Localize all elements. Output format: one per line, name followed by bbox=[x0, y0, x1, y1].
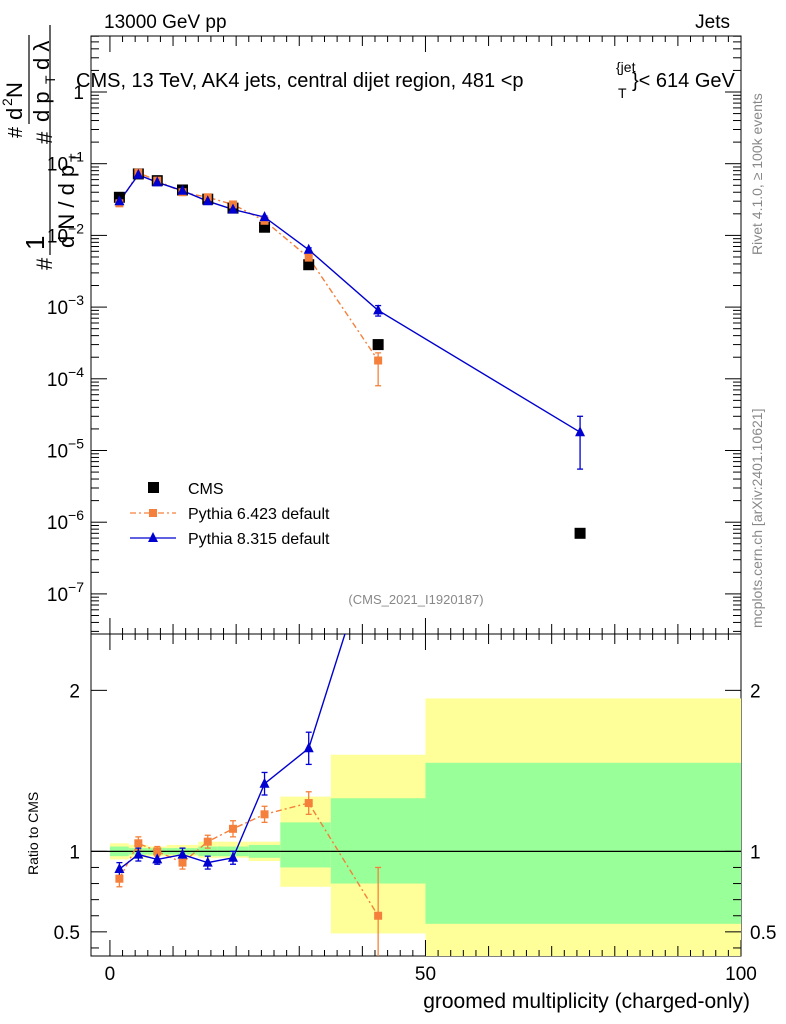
svg-text:T: T bbox=[67, 153, 83, 162]
svg-text:#: # bbox=[32, 257, 57, 270]
upper-y-tick-label: 10−7 bbox=[47, 579, 84, 606]
legend-cms-marker bbox=[148, 482, 159, 493]
upper-y-tick-labels: 10−7 10−6 10−5 10−4 10−3 10−2 10−1 1 bbox=[47, 83, 84, 606]
x-tick-label: 50 bbox=[415, 964, 436, 985]
ratio-pythia6-point bbox=[115, 874, 124, 883]
pythia8-point bbox=[303, 243, 314, 254]
ratio-pythia6-point bbox=[153, 847, 162, 856]
upper-y-tick-label: 10−2 bbox=[47, 220, 84, 247]
pythia8-point bbox=[152, 176, 163, 187]
upper-y-tick-label: 10−3 bbox=[47, 292, 84, 319]
pythia8-point bbox=[373, 304, 384, 315]
upper-y-tick-label: 10−6 bbox=[47, 507, 84, 534]
pythia6-point bbox=[374, 356, 383, 365]
svg-text:#: # bbox=[32, 131, 57, 144]
ratio-pythia6-point bbox=[228, 824, 237, 833]
cms-point bbox=[574, 527, 586, 539]
ratio-pythia8-point bbox=[227, 851, 238, 862]
legend-pythia6-label: Pythia 6.423 default bbox=[188, 506, 330, 523]
cms-point bbox=[372, 339, 384, 351]
svg-text:N: N bbox=[2, 82, 27, 98]
ratio-pythia8-point bbox=[152, 853, 163, 864]
x-tick-label: 0 bbox=[105, 964, 116, 985]
ratio-bands bbox=[91, 698, 741, 956]
svg-text:}< 614 GeV: }< 614 GeV bbox=[632, 70, 736, 92]
pythia8-line bbox=[118, 173, 581, 433]
legend-pythia8-label: Pythia 8.315 default bbox=[188, 531, 330, 548]
header-right: Jets bbox=[695, 12, 730, 33]
svg-text:T: T bbox=[42, 75, 58, 84]
svg-text:d: d bbox=[2, 108, 27, 120]
ratio-pythia8-point bbox=[177, 848, 188, 859]
legend-cms-label: CMS bbox=[188, 481, 224, 498]
plot-title: CMS, 13 TeV, AK4 jets, central dijet reg… bbox=[76, 59, 736, 101]
ratio-pythia6-point bbox=[203, 837, 212, 846]
ratio-pythia8-point bbox=[114, 863, 125, 874]
x-tick-label: 100 bbox=[725, 964, 757, 985]
pythia8-point bbox=[227, 203, 238, 214]
upper-y-tick-label: 10−1 bbox=[47, 149, 84, 176]
ratio-pythia6-point bbox=[304, 799, 313, 808]
ratio-band-inner bbox=[280, 822, 331, 868]
ratio-pythia6-point bbox=[178, 858, 187, 867]
ratio-pythia6-point bbox=[260, 810, 269, 819]
pythia8-point bbox=[133, 168, 144, 179]
svg-text:2: 2 bbox=[0, 98, 15, 106]
cms-point bbox=[303, 259, 315, 271]
lower-tick-labels: 0 50 100 0.5 0.5 1 1 2 2 bbox=[54, 681, 777, 985]
ratio-pythia8-point bbox=[202, 856, 213, 867]
pythia8-point bbox=[177, 184, 188, 195]
analysis-watermark: (CMS_2021_I1920187) bbox=[348, 592, 483, 607]
svg-text:T: T bbox=[618, 85, 627, 101]
lower-ticks bbox=[91, 634, 742, 956]
header-left: 13000 GeV pp bbox=[104, 12, 227, 33]
ratio-pythia8-point bbox=[259, 777, 270, 788]
pythia8-point bbox=[114, 195, 125, 206]
ratio-band-inner bbox=[425, 762, 741, 924]
ratio-y-tick-label-right: 2 bbox=[750, 681, 761, 702]
pythia6-point bbox=[304, 253, 313, 262]
svg-text:d N / d p: d N / d p bbox=[54, 165, 79, 248]
pythia8-point bbox=[259, 211, 270, 222]
svg-text:d p: d p bbox=[29, 91, 54, 122]
ratio-y-tick-label: 1 bbox=[69, 842, 80, 863]
svg-text:CMS, 13 TeV, AK4 jets, central: CMS, 13 TeV, AK4 jets, central dijet reg… bbox=[76, 70, 524, 92]
pythia8-point bbox=[202, 195, 213, 206]
side-text-bottom: mcplots.cern.ch [arXiv:2401.10621] bbox=[749, 409, 765, 628]
upper-y-tick-label: 1 bbox=[73, 83, 84, 104]
ratio-pythia8-point bbox=[133, 848, 144, 859]
ratio-y-tick-label-right: 0.5 bbox=[750, 923, 776, 944]
x-axis-label: groomed multiplicity (charged-only) bbox=[423, 990, 750, 1013]
upper-series bbox=[113, 168, 586, 539]
ratio-pythia8-point bbox=[303, 742, 314, 753]
svg-text:{jet: {jet bbox=[616, 59, 636, 75]
legend-pythia8-marker bbox=[148, 532, 158, 542]
upper-y-axis-label: # 1 d N / d p T # d 2 N d p T d λ # bbox=[0, 25, 83, 270]
ratio-pythia6-point bbox=[374, 911, 383, 920]
upper-y-tick-label: 10−4 bbox=[47, 364, 84, 391]
ratio-y-axis-label: Ratio to CMS bbox=[25, 792, 41, 875]
ratio-series bbox=[114, 634, 383, 956]
pythia8-point bbox=[575, 426, 586, 437]
legend: CMS Pythia 6.423 default Pythia 8.315 de… bbox=[130, 481, 330, 548]
ratio-y-tick-label-right: 1 bbox=[750, 842, 761, 863]
svg-text:1: 1 bbox=[20, 236, 50, 250]
ratio-y-tick-label: 0.5 bbox=[54, 923, 80, 944]
legend-pythia6-marker bbox=[149, 509, 157, 517]
ratio-y-tick-label: 2 bbox=[69, 681, 80, 702]
svg-text:d λ: d λ bbox=[29, 41, 54, 70]
cms-point bbox=[259, 221, 271, 233]
svg-text:#: # bbox=[5, 126, 27, 138]
upper-ticks bbox=[91, 35, 742, 634]
side-text-top: Rivet 4.1.0, ≥ 100k events bbox=[749, 93, 765, 255]
ratio-pythia6-point bbox=[134, 839, 143, 848]
pythia6-line bbox=[118, 171, 379, 361]
upper-y-tick-label: 10−5 bbox=[47, 436, 84, 463]
